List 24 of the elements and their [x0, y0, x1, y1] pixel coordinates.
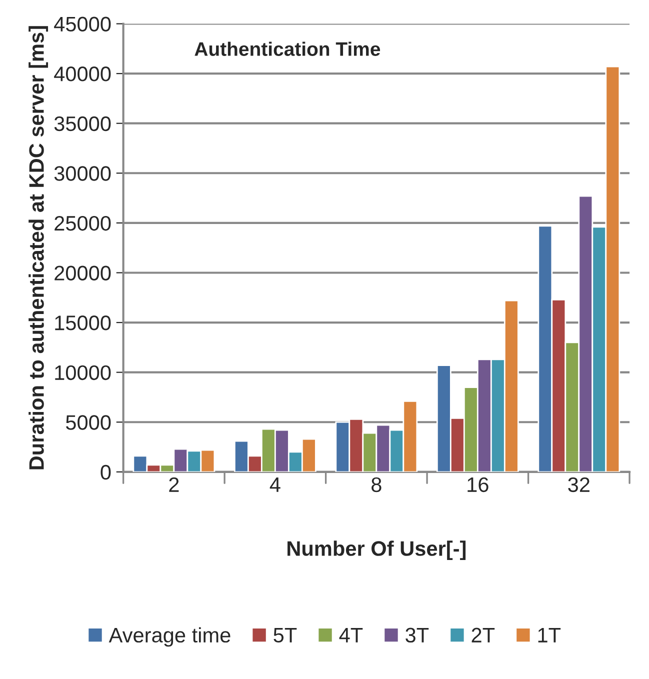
y-axis-title: Duration to authenticated at KDC server [ms]	[28, 26, 48, 470]
text: Authentication Time	[194, 42, 380, 56]
x-tick-label: 4	[270, 478, 280, 492]
x-axis-title: Number Of User[-]	[288, 540, 466, 560]
legend-label: 1T	[538, 628, 561, 642]
y-tick-label: 20000	[54, 266, 111, 280]
y-tick-label: 10000	[55, 365, 111, 380]
legend-label: 5T	[274, 628, 297, 643]
y-tick-label: 0	[100, 464, 111, 480]
y-tick-label: 25000	[54, 216, 111, 231]
y-tick-label: 15000	[55, 316, 111, 330]
x-tick-label: 2	[169, 477, 179, 492]
legend-label: Average time	[108, 627, 230, 647]
y-tick-label: 30000	[54, 166, 111, 181]
y-tick-label: 40000	[54, 66, 111, 82]
legend-label: 2T	[472, 628, 495, 642]
x-tick-label: 16	[468, 477, 488, 492]
legend-label: 4T	[339, 628, 363, 642]
y-tick-label: 5000	[66, 415, 111, 430]
legend-label: 3T	[406, 628, 429, 643]
x-tick-label: 32	[568, 477, 590, 492]
x-tick-label: 8	[372, 477, 382, 492]
y-tick-label: 35000	[54, 116, 111, 132]
y-tick-label: 45000	[54, 16, 111, 32]
